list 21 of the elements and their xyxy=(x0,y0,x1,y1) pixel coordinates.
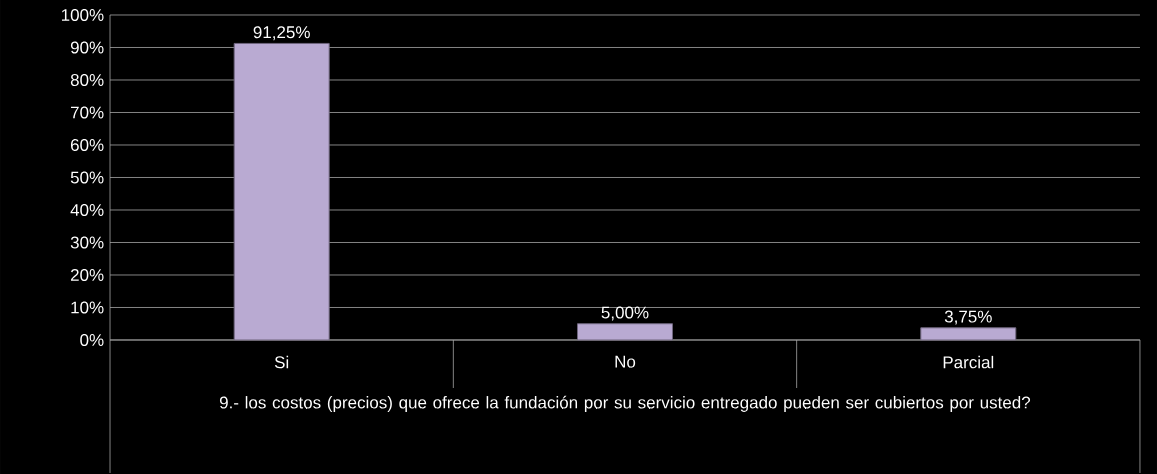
y-tick-label: 0% xyxy=(80,333,104,347)
y-tick-label: 100% xyxy=(61,8,104,22)
y-tick-label: 30% xyxy=(70,236,104,249)
y-tick-label: 10% xyxy=(71,301,104,314)
data-label: 5,00% xyxy=(601,306,649,321)
data-label: 91,25% xyxy=(253,26,310,41)
y-tick-label: 20% xyxy=(70,268,104,282)
y-tick-label: 50% xyxy=(70,171,104,184)
x-tick-label: No xyxy=(615,355,636,368)
bar xyxy=(576,323,673,341)
x-tick-label: Si xyxy=(274,355,289,369)
data-label: 3,75% xyxy=(944,310,992,325)
bar xyxy=(920,327,1017,341)
y-tick-label: 40% xyxy=(70,203,104,217)
y-tick-label: 90% xyxy=(70,41,104,54)
y-tick-label: 80% xyxy=(70,73,104,87)
x-tick-label: Parcial xyxy=(943,355,994,369)
x-axis-title: 9.- los costos (precios) que ofrece la fundación por su servicio entregado pueden ser cubiertos por usted? xyxy=(219,395,1031,412)
y-tick-label: 60% xyxy=(70,138,104,152)
y-tick-label: 70% xyxy=(71,106,104,119)
bar xyxy=(233,42,330,341)
